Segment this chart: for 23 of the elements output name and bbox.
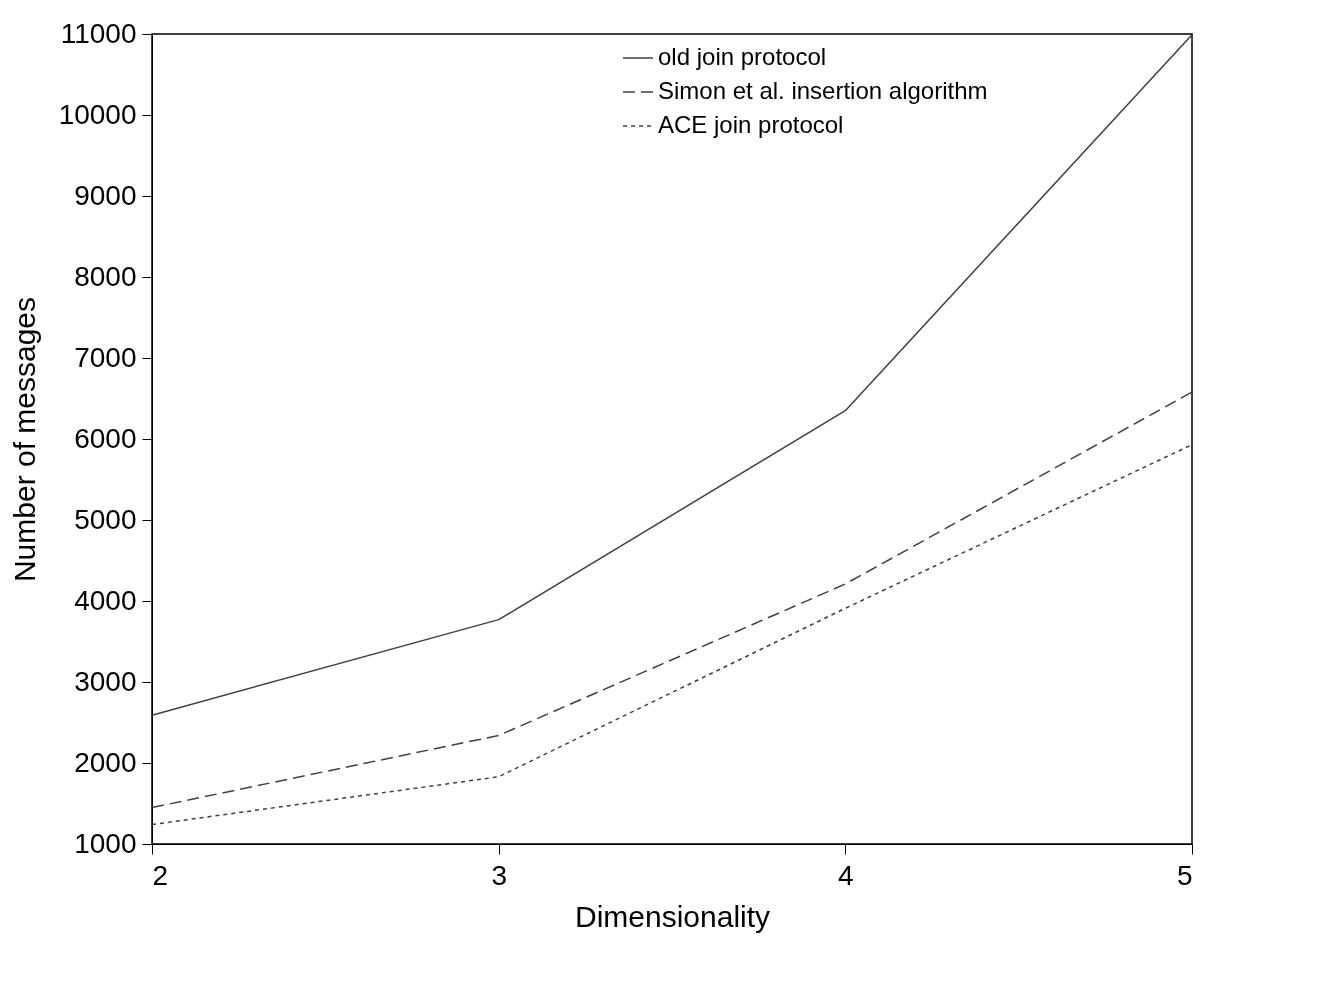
line-series [151,391,1193,809]
line-series [151,34,1193,716]
legend-label: old join protocol [658,43,827,70]
x-tick-label: 5 [1176,859,1193,891]
y-tick-label: 5000 [74,503,137,535]
y-axis-title: Number of messages [7,296,41,583]
y-tick-label: 1000 [74,827,137,859]
y-tick-label: 7000 [74,341,137,373]
x-tick-label: 4 [838,859,854,891]
x-axis-title: Dimensionality [574,899,771,933]
y-tick-label: 6000 [74,422,137,454]
y-tick-label: 8000 [74,260,137,292]
y-tick-label: 11000 [60,17,137,49]
x-tick-label: 2 [152,859,169,891]
y-tick-label: 2000 [74,746,137,778]
line-series [151,443,1193,826]
y-tick-label: 4000 [74,584,137,616]
y-tick-label: 10000 [58,98,137,130]
legend-label: ACE join protocol [658,111,844,138]
legend-label: Simon et al. insertion algorithm [658,77,988,104]
x-tick-label: 3 [491,859,507,891]
y-tick-label: 3000 [74,665,137,697]
y-tick-label: 9000 [74,179,137,211]
